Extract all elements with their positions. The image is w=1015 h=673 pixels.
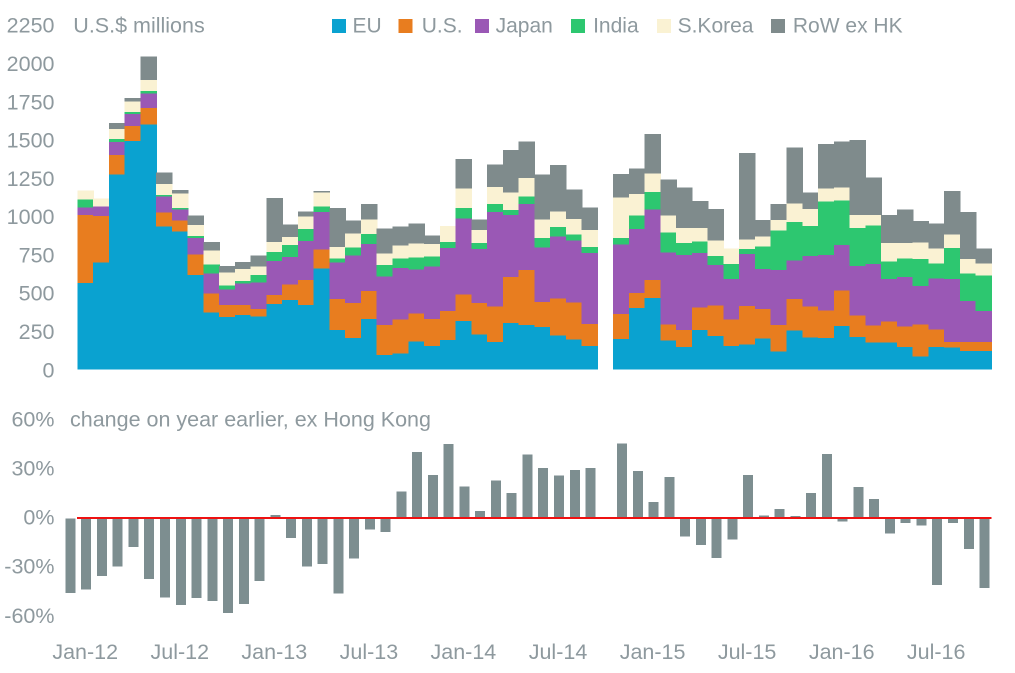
- svg-text:Jan-14: Jan-14: [431, 640, 497, 664]
- svg-text:India: India: [593, 15, 639, 38]
- svg-text:Jan-15: Jan-15: [620, 640, 686, 664]
- svg-text:Jan-12: Jan-12: [52, 640, 118, 664]
- svg-text:0%: 0%: [23, 505, 54, 529]
- svg-text:-60%: -60%: [4, 604, 54, 628]
- svg-text:0: 0: [43, 358, 55, 382]
- svg-text:Jul-15: Jul-15: [718, 640, 777, 664]
- svg-text:1750: 1750: [7, 90, 55, 114]
- svg-text:Japan: Japan: [496, 15, 553, 38]
- svg-text:500: 500: [19, 282, 55, 306]
- svg-text:2000: 2000: [7, 52, 55, 76]
- svg-text:change on year earlier, ex Hon: change on year earlier, ex Hong Kong: [70, 408, 431, 432]
- svg-text:250: 250: [19, 320, 55, 344]
- svg-text:2250: 2250: [7, 14, 55, 38]
- svg-text:Jul-13: Jul-13: [340, 640, 399, 664]
- svg-text:Jan-16: Jan-16: [809, 640, 875, 664]
- svg-text:Jul-14: Jul-14: [529, 640, 588, 664]
- svg-text:EU: EU: [353, 15, 382, 38]
- svg-text:RoW ex HK: RoW ex HK: [793, 15, 903, 38]
- svg-text:1000: 1000: [7, 205, 55, 229]
- svg-text:60%: 60%: [11, 408, 54, 432]
- svg-text:750: 750: [19, 243, 55, 267]
- svg-text:1250: 1250: [7, 167, 55, 191]
- svg-text:-30%: -30%: [4, 555, 54, 579]
- svg-text:Jul-16: Jul-16: [907, 640, 966, 664]
- svg-text:Jul-12: Jul-12: [151, 640, 210, 664]
- svg-text:U.S.$ millions: U.S.$ millions: [73, 14, 204, 38]
- svg-text:Jan-13: Jan-13: [241, 640, 307, 664]
- svg-text:S.Korea: S.Korea: [678, 15, 754, 38]
- svg-text:U.S.: U.S.: [422, 15, 463, 38]
- svg-text:1500: 1500: [7, 129, 55, 153]
- svg-text:30%: 30%: [11, 456, 54, 480]
